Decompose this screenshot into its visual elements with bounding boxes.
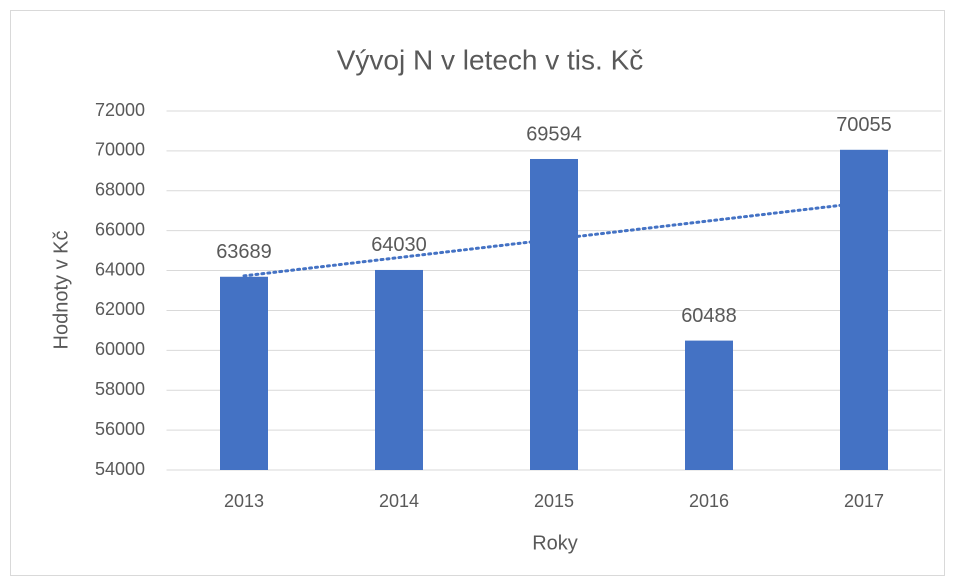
x-axis-title: Roky — [532, 532, 578, 554]
data-label: 70055 — [836, 114, 892, 136]
y-tick-label: 66000 — [95, 219, 145, 239]
data-label: 69594 — [526, 123, 582, 145]
chart-border — [10, 10, 945, 576]
bar — [685, 340, 733, 470]
x-tick-label: 2015 — [534, 491, 574, 511]
y-axis-title: Hodnoty v Kč — [50, 231, 72, 350]
y-tick-label: 60000 — [95, 339, 145, 359]
data-label: 60488 — [681, 305, 737, 327]
x-tick-label: 2013 — [224, 491, 264, 511]
y-tick-label: 70000 — [95, 140, 145, 160]
y-tick-label: 62000 — [95, 299, 145, 319]
y-tick-label: 72000 — [95, 100, 145, 120]
data-label: 63689 — [216, 241, 272, 263]
y-tick-label: 68000 — [95, 180, 145, 200]
chart-title: Vývoj N v letech v tis. Kč — [337, 44, 644, 75]
y-tick-label: 58000 — [95, 379, 145, 399]
x-tick-label: 2016 — [689, 491, 729, 511]
bar — [375, 269, 423, 470]
y-tick-label: 64000 — [95, 259, 145, 279]
bar — [530, 158, 578, 470]
x-tick-label: 2014 — [379, 491, 419, 511]
data-label: 64030 — [371, 234, 427, 256]
bar — [840, 149, 888, 471]
trendline — [242, 201, 866, 278]
y-tick-label: 54000 — [95, 459, 145, 479]
x-tick-label: 2017 — [844, 491, 884, 511]
bar — [220, 276, 268, 470]
y-tick-label: 56000 — [95, 419, 145, 439]
